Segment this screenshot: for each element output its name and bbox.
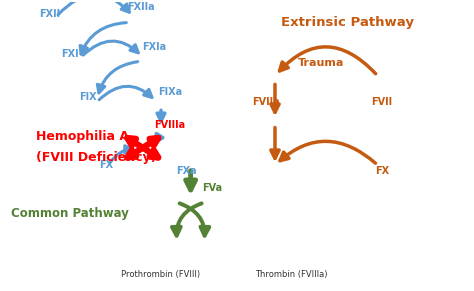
- FancyArrowPatch shape: [271, 127, 279, 158]
- Text: Prothrombin (FVIII): Prothrombin (FVIII): [121, 270, 201, 279]
- FancyArrowPatch shape: [186, 171, 196, 190]
- FancyArrowPatch shape: [157, 110, 165, 121]
- Text: FVII: FVII: [372, 97, 392, 107]
- FancyArrowPatch shape: [155, 134, 163, 142]
- Text: FX: FX: [375, 166, 389, 176]
- FancyArrowPatch shape: [280, 47, 376, 74]
- Text: FXI: FXI: [61, 49, 79, 59]
- FancyArrowPatch shape: [280, 141, 375, 163]
- Text: FXIIa: FXIIa: [127, 2, 155, 12]
- Text: Trauma: Trauma: [297, 58, 344, 68]
- FancyArrowPatch shape: [180, 203, 210, 236]
- Text: FIX: FIX: [79, 92, 97, 102]
- FancyArrowPatch shape: [83, 41, 138, 55]
- Text: FX: FX: [99, 160, 113, 170]
- Text: Common Pathway: Common Pathway: [11, 207, 129, 221]
- FancyArrowPatch shape: [172, 203, 201, 236]
- FancyArrowPatch shape: [99, 86, 152, 100]
- Text: FXa: FXa: [176, 166, 196, 176]
- Text: FVIIa: FVIIa: [252, 97, 280, 107]
- FancyArrowPatch shape: [110, 146, 132, 163]
- Text: FIXa: FIXa: [158, 87, 182, 97]
- Text: FVIIIa: FVIIIa: [155, 120, 186, 130]
- Text: Extrinsic Pathway: Extrinsic Pathway: [282, 16, 414, 29]
- Text: Thrombin (FVIIIa): Thrombin (FVIIIa): [255, 270, 327, 279]
- FancyArrowPatch shape: [97, 62, 138, 93]
- Text: FXII: FXII: [39, 9, 60, 19]
- FancyArrowPatch shape: [271, 84, 279, 112]
- FancyArrowPatch shape: [80, 23, 126, 54]
- Text: FVa: FVa: [202, 183, 222, 193]
- Text: Hemophilia A: Hemophilia A: [36, 130, 128, 143]
- Text: (FVIII Deficiency): (FVIII Deficiency): [36, 151, 156, 164]
- Text: FXIa: FXIa: [142, 42, 166, 52]
- FancyArrowPatch shape: [58, 0, 129, 15]
